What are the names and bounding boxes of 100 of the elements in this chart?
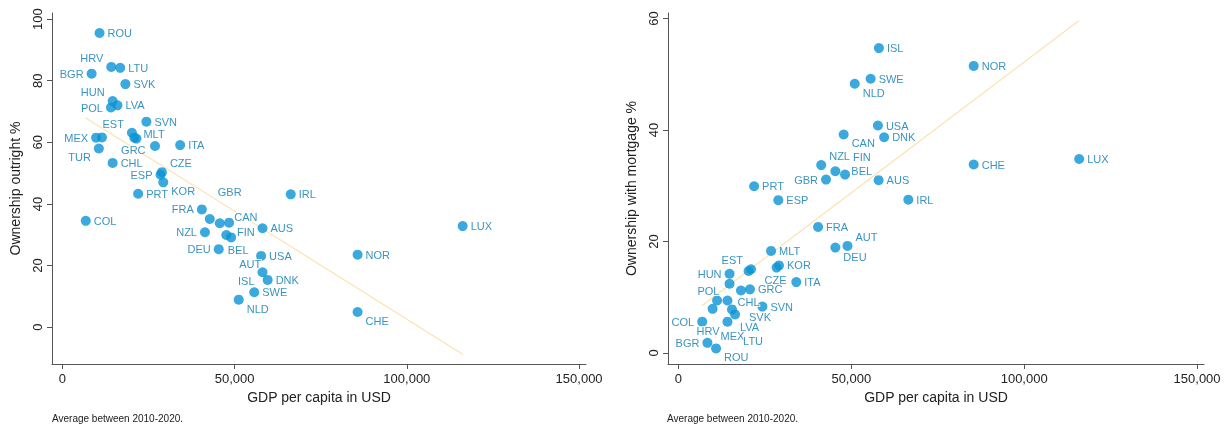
- data-label: KOR: [787, 259, 811, 272]
- data-label: SVN: [770, 300, 794, 313]
- y-tick-label: 20: [30, 258, 45, 273]
- data-label: ROU: [724, 351, 749, 364]
- data-label: SVN: [154, 115, 178, 128]
- y-axis-title: Ownership outright %: [7, 121, 23, 256]
- data-label: ESP: [130, 168, 153, 181]
- data-label: CAN: [851, 137, 875, 150]
- y-tick-label: 60: [30, 135, 45, 150]
- data-label: GRC: [121, 143, 146, 156]
- x-tick-label: 0: [674, 371, 682, 386]
- data-label: NLD: [246, 302, 269, 315]
- x-axis-title: GDP per capita in USD: [864, 389, 1008, 405]
- data-label: AUS: [886, 174, 910, 187]
- data-label: SVK: [133, 78, 157, 91]
- data-label: ISL: [237, 275, 255, 288]
- data-label: SVK: [748, 311, 772, 324]
- y-tick-label: 40: [646, 122, 661, 138]
- data-label: GBR: [217, 185, 242, 198]
- data-label: EST: [102, 117, 125, 130]
- data-label: HRV: [696, 324, 721, 337]
- x-axis-title: GDP per capita in USD: [247, 389, 391, 405]
- data-label: FIN: [853, 150, 871, 163]
- data-label: PRT: [762, 180, 785, 193]
- data-label: COL: [671, 315, 695, 328]
- data-label: TUR: [68, 151, 91, 164]
- data-label: IRL: [298, 188, 316, 201]
- text: Average between 2010-2020.: [52, 412, 184, 424]
- data-label: NLD: [862, 86, 885, 99]
- data-label: MEX: [64, 131, 89, 144]
- data-label: COL: [93, 214, 117, 227]
- data-label: CZE: [169, 157, 192, 170]
- y-tick-label: 100: [30, 8, 45, 31]
- data-label: CHE: [981, 158, 1005, 171]
- y-tick-label: 0: [30, 323, 45, 331]
- data-label: FRA: [171, 203, 195, 216]
- data-label: EST: [721, 254, 744, 267]
- data-label: LVA: [739, 321, 760, 334]
- data-label: NZL: [176, 226, 197, 239]
- data-label: LUX: [470, 220, 493, 233]
- data-label: GBR: [794, 173, 819, 186]
- data-label: USA: [885, 119, 910, 132]
- data-label: GRC: [757, 283, 783, 296]
- data-label: HRV: [80, 51, 104, 64]
- data-label: FIN: [237, 225, 255, 238]
- data-label: CHL: [737, 295, 760, 308]
- y-tick-label: 60: [646, 11, 661, 26]
- data-label: POL: [697, 285, 720, 298]
- data-label: NOR: [981, 59, 1007, 72]
- data-label: ISL: [886, 42, 904, 55]
- data-label: BGR: [675, 336, 700, 349]
- data-label: BEL: [851, 165, 873, 178]
- x-tick-label: 100,000: [383, 371, 431, 386]
- x-tick-label: 150,000: [555, 371, 603, 386]
- data-label: HUN: [697, 267, 722, 280]
- data-label: LTU: [743, 335, 764, 348]
- x-tick-label: 100,000: [1000, 371, 1048, 386]
- data-label: BGR: [59, 67, 84, 80]
- data-label: ESP: [786, 194, 809, 207]
- data-label: SWE: [262, 286, 288, 299]
- data-label: CHE: [365, 314, 389, 327]
- data-label: CAN: [234, 210, 258, 223]
- data-label: SWE: [878, 72, 904, 85]
- y-axis-title: Ownership with mortgage %: [623, 100, 639, 277]
- data-label: FRA: [826, 220, 849, 233]
- data-label: AUT: [855, 230, 878, 243]
- data-label: DEU: [187, 243, 211, 256]
- x-tick-label: 50,000: [214, 371, 255, 386]
- data-label: NOR: [365, 248, 391, 261]
- x-tick-label: 50,000: [831, 371, 872, 386]
- data-label: AUS: [270, 222, 294, 235]
- data-label: DEU: [843, 250, 867, 263]
- data-label: AUT: [239, 258, 262, 271]
- y-tick-label: 80: [30, 73, 45, 88]
- x-tick-label: 0: [58, 371, 66, 386]
- data-label: LUX: [1087, 152, 1110, 165]
- data-label: USA: [269, 249, 293, 262]
- data-label: PRT: [146, 187, 169, 200]
- y-tick-label: 20: [646, 234, 661, 249]
- x-tick-label: 150,000: [1173, 371, 1221, 386]
- data-label: BEL: [227, 244, 249, 257]
- data-label: KOR: [171, 185, 196, 198]
- data-label: MLT: [143, 128, 165, 141]
- data-label: DNK: [892, 131, 917, 144]
- data-label: HUN: [80, 86, 105, 99]
- data-label: ITA: [804, 276, 822, 289]
- data-label: LTU: [128, 61, 149, 74]
- data-label: ROU: [107, 27, 133, 40]
- data-label: CHL: [120, 156, 143, 169]
- data-label: CZE: [764, 273, 787, 286]
- data-label: NZL: [829, 150, 850, 163]
- data-label: LVA: [125, 99, 146, 112]
- y-tick-label: 0: [646, 349, 661, 357]
- data-label: ITA: [188, 139, 206, 152]
- text: Average between 2010-2020.: [667, 412, 799, 424]
- y-tick-label: 40: [30, 196, 45, 212]
- data-label: IRL: [916, 193, 934, 206]
- data-label: DNK: [275, 273, 300, 286]
- data-label: MLT: [779, 244, 801, 257]
- data-label: POL: [80, 101, 103, 114]
